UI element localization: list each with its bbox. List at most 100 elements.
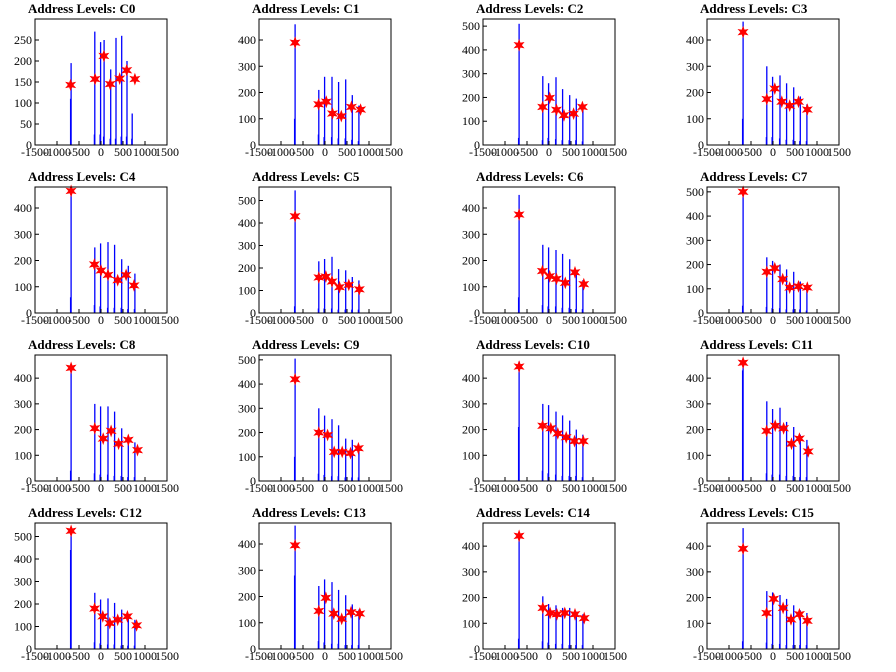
x-tick-label: -1000 xyxy=(267,313,295,327)
chart-title: Address Levels: C3 xyxy=(700,1,808,16)
x-tick-label: 500 xyxy=(338,145,356,159)
chart-panel-12: Address Levels: C12 0 100 200 300 400 500 -1500… xyxy=(0,504,224,672)
chart-panel-6: Address Levels: C6 0 100 200 300 400 -1500 -100… xyxy=(448,168,672,336)
x-tick-label: 0 xyxy=(770,313,776,327)
x-tick-label: -1000 xyxy=(715,481,743,495)
x-tick-label: 500 xyxy=(786,145,804,159)
x-tick-label: 500 xyxy=(786,649,804,663)
peak-marker xyxy=(761,92,773,106)
x-tick-label: -500 xyxy=(68,145,90,159)
y-tick-label: 100 xyxy=(462,448,480,462)
y-tick-label: 0 xyxy=(698,306,704,320)
x-tick-label: 1000 xyxy=(581,649,605,663)
peak-marker xyxy=(737,356,749,370)
x-tick-label: -1000 xyxy=(267,145,295,159)
y-tick-label: 100 xyxy=(238,450,256,464)
x-tick-label: 500 xyxy=(562,649,580,663)
peak-marker xyxy=(313,604,325,618)
y-tick-label: 300 xyxy=(238,239,256,253)
x-tick-label: 1000 xyxy=(805,649,829,663)
x-tick-label: -500 xyxy=(68,313,90,327)
peak-marker xyxy=(577,434,589,448)
peak-marker xyxy=(545,421,557,435)
y-tick-label: 400 xyxy=(686,371,704,385)
y-tick-label: 300 xyxy=(462,67,480,81)
chart-panel-4: Address Levels: C4 0 100 200 300 400 -1500 -100… xyxy=(0,168,224,336)
x-tick-label: -1500 xyxy=(693,145,721,159)
chart-svg: Address Levels: C11 0 100 200 300 400 -1500-10… xyxy=(686,337,851,495)
peak-marker xyxy=(113,437,125,451)
x-tick-label: 1000 xyxy=(133,481,157,495)
peak-marker xyxy=(97,432,109,446)
y-tick-label: 0 xyxy=(26,474,32,488)
y-tick-label: 400 xyxy=(238,377,256,391)
x-tick-label: -1000 xyxy=(715,649,743,663)
x-tick-label: 1500 xyxy=(379,313,403,327)
y-tick-label: 500 xyxy=(238,194,256,208)
y-tick-label: 100 xyxy=(238,112,256,126)
y-tick-label: 100 xyxy=(462,114,480,128)
peak-marker xyxy=(322,428,334,442)
x-tick-label: -500 xyxy=(68,649,90,663)
x-tick-label: -500 xyxy=(516,313,538,327)
chart-svg: Address Levels: C15 0 100 200 300 400 -1500-10… xyxy=(686,505,851,663)
x-tick-label: -1500 xyxy=(469,145,497,159)
peak-marker xyxy=(326,107,338,120)
peak-marker xyxy=(65,184,77,198)
y-tick-label: 200 xyxy=(462,591,480,605)
y-tick-label: 0 xyxy=(26,138,32,152)
x-tick-label: -500 xyxy=(292,481,314,495)
y-tick-label: 500 xyxy=(686,185,704,199)
peak-marker xyxy=(559,606,571,620)
peak-marker xyxy=(761,265,773,279)
x-tick-label: 500 xyxy=(786,313,804,327)
peak-marker xyxy=(128,278,140,292)
x-tick-label: 500 xyxy=(338,313,356,327)
x-tick-label: 1000 xyxy=(357,481,381,495)
peak-marker xyxy=(328,445,340,459)
peak-marker xyxy=(104,616,116,630)
y-tick-label: 0 xyxy=(698,642,704,656)
chart-svg: Address Levels: C1 0 100 200 300 400 -1500-100… xyxy=(238,1,403,159)
x-tick-label: -1000 xyxy=(267,649,295,663)
x-tick-label: 1500 xyxy=(379,649,403,663)
chart-panel-15: Address Levels: C15 0 100 200 300 400 -1500 -10… xyxy=(672,504,896,672)
x-tick-label: 500 xyxy=(562,481,580,495)
chart-svg: Address Levels: C50100200300400500-1500-… xyxy=(238,169,403,327)
peak-marker xyxy=(552,426,564,440)
chart-panel-14: Address Levels: C14 0 100 200 300 400 -1500 -10… xyxy=(448,504,672,672)
x-tick-label: 1500 xyxy=(379,145,403,159)
y-tick-label: 400 xyxy=(238,33,256,47)
x-tick-label: -1500 xyxy=(21,481,49,495)
peak-marker xyxy=(343,278,355,292)
y-tick-label: 100 xyxy=(686,282,704,296)
chart-svg: Address Levels: C70100200300400500-1500-… xyxy=(686,169,851,327)
peak-marker xyxy=(89,421,101,435)
x-tick-label: -500 xyxy=(292,313,314,327)
x-tick-label: -500 xyxy=(516,481,538,495)
peak-marker xyxy=(353,282,365,296)
chart-panel-7: Address Levels: C7 0 100 200 300 400 500 -1500-… xyxy=(672,168,896,336)
y-tick-label: 500 xyxy=(14,530,32,544)
y-tick-label: 200 xyxy=(462,90,480,104)
x-tick-label: 1500 xyxy=(827,649,851,663)
chart-title: Address Levels: C14 xyxy=(476,505,590,520)
y-tick-label: 150 xyxy=(14,75,32,89)
peak-marker xyxy=(793,432,806,446)
y-tick-label: 200 xyxy=(462,254,480,268)
y-tick-label: 200 xyxy=(238,261,256,275)
chart-svg: Address Levels: C6 0 100 200 300 400 -1500-100… xyxy=(462,169,627,327)
x-tick-label: 1500 xyxy=(827,481,851,495)
peak-marker xyxy=(122,433,134,447)
y-tick-label: 400 xyxy=(686,209,704,223)
x-tick-label: 1000 xyxy=(357,145,381,159)
peak-marker xyxy=(550,272,562,286)
y-tick-label: 200 xyxy=(14,423,32,437)
peak-marker xyxy=(313,271,325,284)
chart-panel-2: Address Levels: C2 0 100 200 300 400 500 -1500-… xyxy=(448,0,672,168)
chart-title: Address Levels: C13 xyxy=(252,505,366,520)
y-tick-label: 50 xyxy=(20,117,32,131)
x-tick-label: 0 xyxy=(770,649,776,663)
x-tick-label: 1000 xyxy=(133,649,157,663)
x-tick-label: 0 xyxy=(98,481,104,495)
